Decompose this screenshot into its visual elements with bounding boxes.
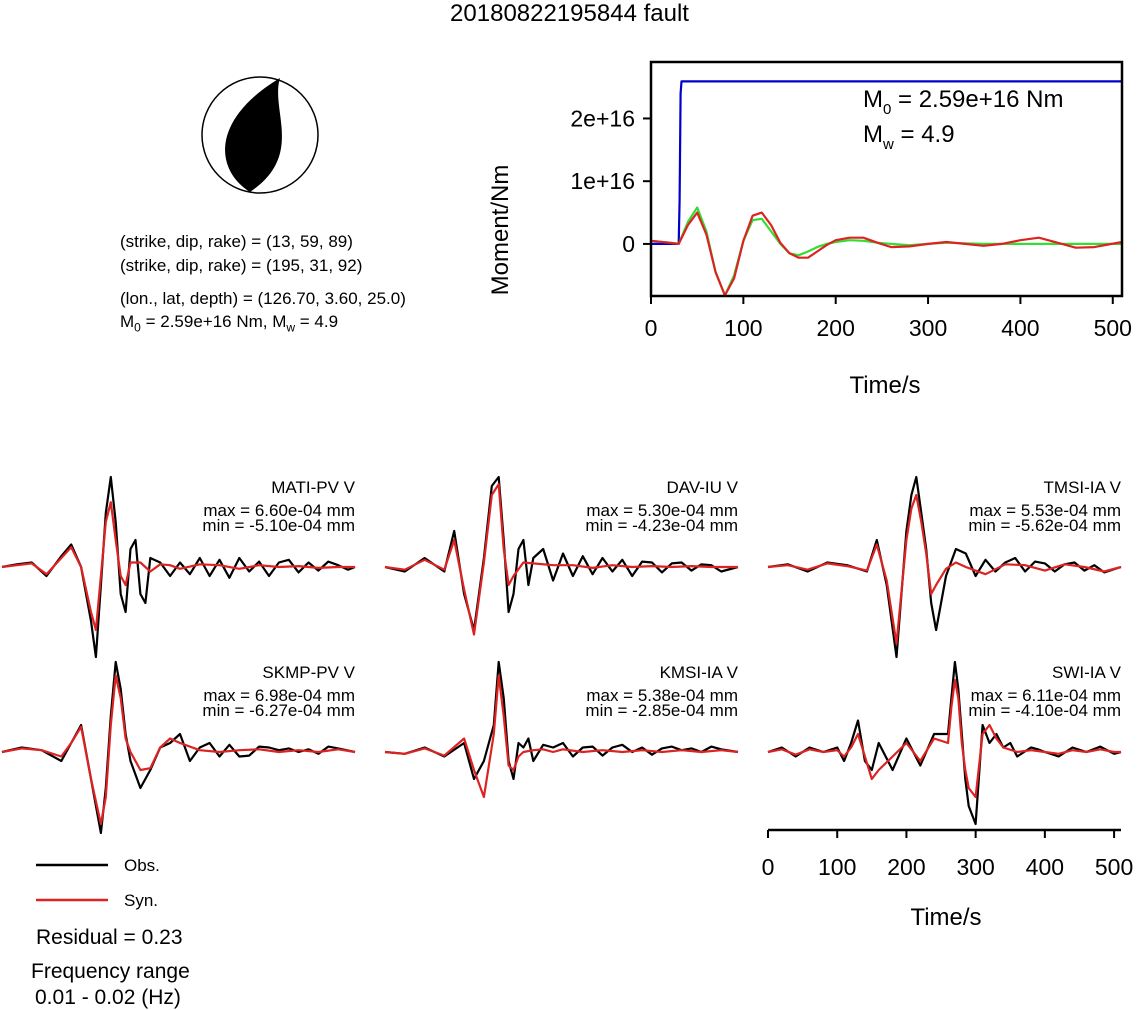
moment-x-tick-label: 400 [1001,315,1039,341]
waveform-x-tick-label: 200 [887,854,925,880]
observed-trace [384,475,739,632]
moment-y-tick-label: 1e+16 [570,168,635,194]
station-min-label: min = -4.23e-04 mm [585,516,738,535]
station-name-label: SWI-IA V [1052,663,1122,682]
station-max-label: max = 5.53e-04 mm [969,501,1121,520]
station-min-label: min = -6.27e-04 mm [202,701,355,720]
moment-x-tick-label: 500 [1094,315,1132,341]
synthetic-trace [1,674,356,826]
station-max-label: max = 5.30e-04 mm [586,501,738,520]
waveform-x-tick-label: 500 [1095,854,1133,880]
station-max-label: max = 6.98e-04 mm [203,686,355,705]
moment-x-tick-label: 200 [817,315,855,341]
moment-y-ticks: 0 1e+16 2e+16 [570,105,651,257]
waveform-x-label: Time/s [910,904,981,931]
station-min-label: min = -4.10e-04 mm [968,701,1121,720]
page-title: 20180822195844 fault [450,0,689,27]
beachball-compressional-quadrant [225,78,282,192]
moment-y-tick-label: 0 [622,231,635,257]
moment-series-2 [650,211,1123,297]
legend-obs-label: Obs. [124,856,160,875]
station-max-label: max = 5.38e-04 mm [586,686,738,705]
station-name-label: KMSI-IA V [660,663,739,682]
moment-series-group [650,80,1123,297]
station-min-label: min = -5.62e-04 mm [968,516,1121,535]
moment-plot-frame [649,60,1124,298]
station-name-label: MATI-PV V [271,478,355,497]
observed-trace [1,475,356,659]
observed-trace [384,660,739,781]
waveform-x-tick-label: 400 [1026,854,1064,880]
station-name-label: DAV-IU V [667,478,739,497]
moment-x-tick-label: 300 [909,315,947,341]
legend: Obs. Syn. [36,856,160,910]
waveform-time-axis: 0 100 200 300 400 500 [762,828,1133,880]
plane1-text: (strike, dip, rake) = (13, 59, 89) [120,232,353,251]
waveform-x-tick-label: 300 [956,854,994,880]
frequency-title: Frequency range [31,960,190,983]
plane2-text: (strike, dip, rake) = (195, 31, 92) [120,256,363,275]
moment-x-label: Time/s [849,372,920,399]
location-text: (lon., lat, depth) = (126.70, 3.60, 25.0… [120,289,406,308]
synthetic-trace [767,493,1122,645]
station-max-label: max = 6.11e-04 mm [971,686,1121,705]
synthetic-trace [384,674,739,799]
station-max-label: max = 6.60e-04 mm [203,501,355,520]
m0-annotation: M0 = 2.59e+16 Nm [863,86,1063,118]
station-min-label: min = -2.85e-04 mm [585,701,738,720]
waveform-x-tick-label: 0 [762,854,775,880]
moment-series-1 [650,206,1122,297]
moment-chart: 0 1e+16 2e+16 0 100 200 300 400 500 Time/s Mome… [490,60,1132,399]
moment-text: M0 = 2.59e+16 Nm, Mw = 4.9 [120,312,339,335]
moment-x-tick-label: 0 [645,315,658,341]
mw-annotation: Mw = 4.9 [863,121,955,153]
station-name-label: SKMP-PV V [262,663,355,682]
station-min-label: min = -5.10e-04 mm [202,516,355,535]
beachball-diagram [201,76,319,194]
legend-syn-label: Syn. [124,891,158,910]
station-name-label: TMSI-IA V [1044,478,1122,497]
moment-x-ticks: 0 100 200 300 400 500 [645,296,1132,341]
frequency-range: 0.01 - 0.02 (Hz) [35,986,181,1009]
synthetic-trace [767,678,1121,799]
moment-y-label: Moment/Nm [490,165,514,296]
synthetic-trace [1,501,355,632]
moment-x-tick-label: 100 [724,315,762,341]
residual-text: Residual = 0.23 [36,926,183,949]
moment-y-tick-label: 2e+16 [570,105,635,131]
synthetic-trace [384,483,738,636]
waveform-x-tick-label: 100 [818,854,856,880]
